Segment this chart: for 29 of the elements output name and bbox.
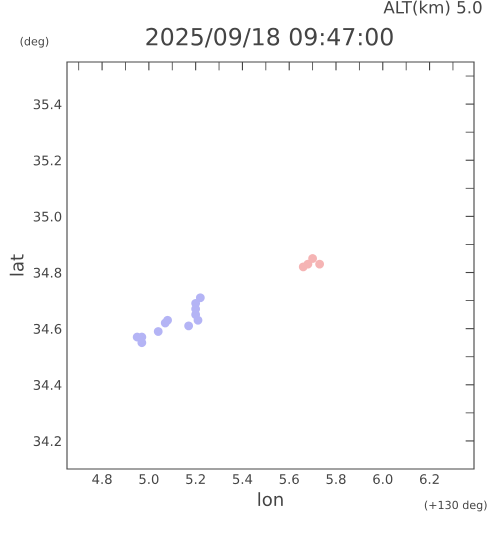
x-tick-label: 6.0 <box>373 474 392 484</box>
y-tick-label: 35.0 <box>34 212 62 222</box>
y-tick-label: 34.2 <box>34 436 61 446</box>
text: (+130 deg) <box>424 500 487 512</box>
point <box>304 260 312 268</box>
x-axis-title: lon <box>258 492 283 506</box>
y-tick-label: 34.4 <box>34 380 62 390</box>
point <box>308 254 317 263</box>
point <box>184 321 194 330</box>
y-tick-label: 35.4 <box>34 99 62 110</box>
text: (deg) <box>20 36 48 48</box>
point <box>196 293 205 302</box>
x-tick-label: 5.8 <box>326 474 346 484</box>
x-tick-label: 5.2 <box>186 474 205 484</box>
point <box>154 327 163 336</box>
x-tick-label: 5.4 <box>232 474 252 484</box>
y-tick-label: 35.2 <box>34 155 61 166</box>
x-tick-label: 4.8 <box>92 474 112 484</box>
y-axis-title: lat <box>10 254 24 276</box>
chart-subtitle: ALT(km) 5.0 <box>384 0 482 16</box>
chart-title: 2025/09/18 09:47:00 <box>146 28 393 48</box>
y-tick-label: 34.6 <box>34 324 62 334</box>
y-tick-label: 34.8 <box>34 268 62 278</box>
point <box>194 316 202 325</box>
point <box>163 316 172 325</box>
x-tick-label: 5.0 <box>139 474 158 484</box>
x-tick-label: 5.6 <box>280 474 299 484</box>
x-tick-label: 6.2 <box>420 474 439 484</box>
point <box>315 260 324 268</box>
